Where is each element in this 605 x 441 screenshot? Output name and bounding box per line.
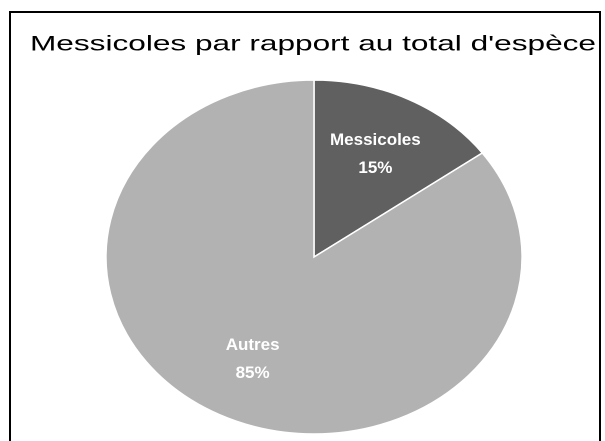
pie-slice	[313, 79, 484, 259]
chart-border	[9, 11, 601, 441]
slice-category-label: Messicoles	[330, 130, 421, 149]
slice-category-label: Autres	[226, 335, 280, 354]
slice-value-label: 85%	[236, 363, 270, 382]
chart-title: Messicoles par rapport au total d'espèce	[30, 33, 596, 56]
pie-slice	[105, 79, 523, 435]
slice-value-label: 15%	[358, 158, 392, 177]
